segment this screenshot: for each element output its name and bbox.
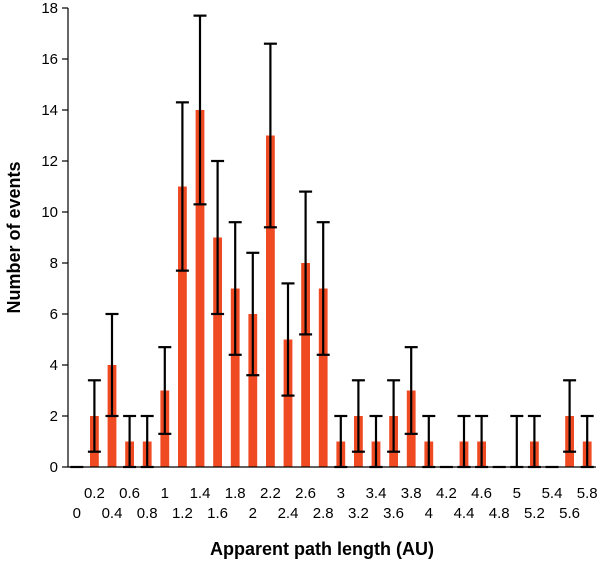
error-bar-3.8	[404, 346, 418, 435]
error-bar-2.4	[281, 282, 295, 397]
bar-2.4	[283, 339, 293, 467]
x-tick-label: 0.8	[137, 505, 158, 522]
y-tick-label: 0	[50, 459, 58, 476]
error-bar-3.4	[369, 414, 383, 469]
x-tick-label: 0.4	[102, 505, 123, 522]
x-tick-label: 4.6	[471, 485, 492, 502]
error-bar-0.2	[87, 379, 101, 453]
y-tick-label: 2	[50, 408, 58, 425]
x-tick-label: 2	[249, 505, 257, 522]
error-bar-1.6	[211, 159, 225, 316]
error-bar-1.2	[175, 101, 189, 272]
error-bar-1.4	[193, 14, 207, 206]
x-tick-label: 0.6	[119, 485, 140, 502]
x-tick-label: 0.2	[84, 485, 105, 502]
x-tick-label: 1.2	[172, 505, 193, 522]
x-tick-label: 2.4	[278, 505, 299, 522]
x-axis-title: Apparent path length (AU)	[210, 539, 434, 559]
bar-2	[248, 314, 258, 467]
bar-1.6	[213, 237, 222, 467]
y-tick-label: 14	[41, 102, 58, 119]
error-bar-4	[422, 414, 436, 469]
x-tick-label: 1.4	[190, 485, 211, 502]
error-bar-1	[158, 346, 172, 435]
error-bar-3	[334, 414, 348, 469]
y-axis-title: Number of events	[4, 161, 24, 313]
y-tick-label: 12	[41, 153, 58, 170]
x-tick-label: 0	[73, 505, 81, 522]
error-bar-2.8	[316, 221, 330, 356]
error-bar-0.4	[105, 312, 119, 418]
x-tick-label: 4.8	[489, 505, 510, 522]
bar-2.2	[266, 135, 275, 467]
error-bar-2	[246, 251, 260, 377]
x-tick-label: 4.4	[454, 505, 475, 522]
error-bar-5.8	[580, 414, 594, 469]
x-tick-label: 2.6	[295, 485, 316, 502]
y-axis-ticks: 0 2 4 6 8 10 12 14 16 18	[41, 0, 68, 476]
bar-1.8	[230, 288, 240, 467]
bar-1.2	[178, 186, 187, 467]
bar-2.8	[318, 288, 328, 467]
error-bar-5.6	[563, 379, 577, 453]
error-bar-0.6	[123, 414, 137, 469]
y-tick-label: 6	[50, 306, 58, 323]
x-tick-label: 1.8	[225, 485, 246, 502]
x-axis-ticks: 00.20.40.60.811.21.41.61.822.22.42.62.83…	[73, 485, 598, 522]
error-bars-group	[70, 14, 594, 469]
x-tick-label: 2.8	[313, 505, 334, 522]
x-tick-label: 5.8	[577, 485, 598, 502]
x-tick-label: 2.2	[260, 485, 281, 502]
x-tick-label: 1	[161, 485, 169, 502]
x-tick-label: 5.6	[559, 505, 580, 522]
y-tick-label: 8	[50, 255, 58, 272]
x-tick-label: 3.8	[401, 485, 422, 502]
x-tick-label: 5	[513, 485, 521, 502]
error-bar-2.2	[263, 42, 277, 229]
x-tick-label: 4.2	[436, 485, 457, 502]
x-tick-label: 3.4	[366, 485, 387, 502]
x-tick-label: 4	[425, 505, 433, 522]
error-bar-1.8	[228, 221, 242, 356]
y-tick-label: 10	[41, 204, 58, 221]
bar-2.6	[301, 263, 310, 467]
y-tick-label: 16	[41, 51, 58, 68]
error-bar-3.6	[387, 379, 401, 453]
x-tick-label: 3.6	[383, 505, 404, 522]
x-tick-label: 5.2	[524, 505, 545, 522]
bar-1.4	[195, 110, 205, 467]
error-bar-4.4	[457, 414, 471, 469]
error-bar-3.2	[351, 379, 365, 453]
x-tick-label: 1.6	[207, 505, 228, 522]
x-tick-label: 3.2	[348, 505, 369, 522]
error-bar-4.6	[475, 414, 489, 469]
y-tick-label: 4	[50, 357, 58, 374]
error-bar-0.8	[140, 414, 154, 469]
error-bar-5.2	[527, 414, 541, 469]
x-tick-label: 3	[337, 485, 345, 502]
x-tick-label: 5.4	[542, 485, 563, 502]
error-bar-5	[510, 414, 524, 469]
error-bar-2.6	[299, 190, 313, 336]
y-tick-label: 18	[41, 0, 58, 17]
